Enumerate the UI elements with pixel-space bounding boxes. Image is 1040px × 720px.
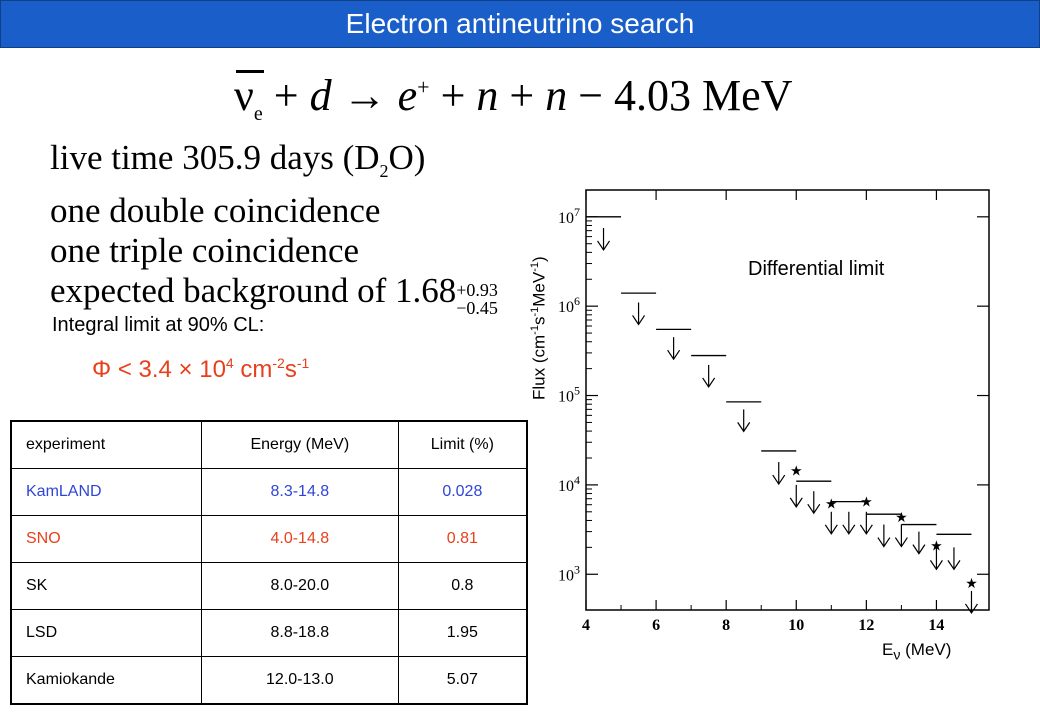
table-header: experiment — [10, 420, 202, 469]
table-cell: SK — [10, 562, 202, 610]
slide-title: Electron antineutrino search — [345, 8, 695, 39]
limit-arrow-head — [894, 537, 908, 548]
limit-arrow-head — [632, 315, 646, 326]
title-bar: Electron antineutrino search — [0, 0, 1040, 48]
y-tick-label: 107 — [558, 205, 580, 227]
live-time-line: live time 305.9 days (D2O) — [50, 138, 426, 181]
table-cell: 1.95 — [397, 609, 528, 657]
x-tick-label: 10 — [788, 617, 804, 634]
double-coincidence-line: one double coincidence — [50, 191, 381, 230]
y-tick-label: 103 — [558, 562, 580, 584]
limit-arrow-head — [772, 474, 786, 486]
limit-arrow-head — [912, 544, 926, 555]
integral-limit-value: Φ < 3.4 × 104 cm-2s-1 — [92, 355, 310, 383]
run-facts: live time 305.9 days (D2O) one double co… — [50, 138, 498, 317]
table-cell: SNO — [10, 515, 202, 563]
limit-arrow-head — [842, 524, 856, 535]
plus-sign: + — [509, 71, 535, 120]
experiment-star: ★ — [825, 496, 838, 512]
limit-arrow-head — [859, 524, 873, 535]
experiment-star: ★ — [930, 538, 943, 554]
limit-arrow-head — [964, 603, 978, 615]
background-line: expected background of 1.68 +0.93 −0.45 — [50, 271, 498, 318]
plus-sign: + — [273, 71, 299, 120]
limit-arrow-head — [877, 537, 891, 548]
limit-arrow-head — [929, 560, 943, 571]
table-cell: 8.3-14.8 — [201, 468, 399, 516]
limit-arrow-head — [789, 497, 803, 508]
x-tick-label: 4 — [582, 617, 590, 634]
experiment-star: ★ — [895, 510, 908, 526]
flux-limit-chart: 4 6 8 10 12 14 103 104 105 106 107 ★ ★ ★ ★ ★ ★ — [558, 189, 990, 634]
table-cell: 12.0-13.0 — [201, 656, 399, 705]
table-header-row: experiment Energy (MeV) Limit (%) — [10, 420, 528, 469]
neutron-symbol: n — [476, 71, 499, 120]
x-tick-label: 14 — [928, 617, 944, 634]
plus-sign: + — [440, 71, 466, 120]
table-cell: 8.8-18.8 — [201, 609, 399, 657]
limit-arrow-head — [807, 503, 821, 515]
q-value: − 4.03 MeV — [578, 71, 793, 120]
x-axis-label: Eν (MeV) — [882, 640, 952, 664]
limit-arrow-head — [824, 524, 838, 535]
y-tick-label: 104 — [558, 473, 580, 495]
table-cell: KamLAND — [10, 468, 202, 516]
plot-frame — [585, 189, 990, 611]
table-row: SK 8.0-20.0 0.8 — [10, 562, 528, 610]
table-row: LSD 8.8-18.8 1.95 — [10, 609, 528, 657]
differential-limit-label: Differential limit — [748, 258, 885, 280]
table-row: KamLAND 8.3-14.8 0.028 — [10, 468, 528, 516]
table-cell: 5.07 — [397, 656, 528, 705]
triple-coincidence-line: one triple coincidence — [50, 231, 360, 270]
integral-limit-label: Integral limit at 90% CL: — [52, 314, 265, 336]
reaction-arrow: → — [342, 71, 387, 120]
table-row: SNO 4.0-14.8 0.81 — [10, 515, 528, 563]
table-cell: 4.0-14.8 — [201, 515, 399, 563]
table-cell: LSD — [10, 609, 202, 657]
positron-symbol: e — [397, 71, 418, 120]
y-axis-label: Flux (cm-1s-1MeV-1) — [529, 256, 549, 400]
table-header: Limit (%) — [397, 420, 528, 469]
table-cell: 0.8 — [397, 562, 528, 610]
x-tick-label: 6 — [652, 617, 660, 634]
experiment-star: ★ — [790, 463, 803, 479]
limit-arrow-head — [737, 422, 751, 433]
table-row: Kamiokande 12.0-13.0 5.07 — [10, 656, 528, 705]
reaction-equation: νe + d → e+ + n + n − 4.03 MeV — [234, 70, 793, 125]
experiment-star: ★ — [860, 495, 873, 511]
limit-arrow-head — [667, 349, 681, 361]
table-cell: 0.028 — [397, 468, 528, 516]
table-cell: 8.0-20.0 — [201, 562, 399, 610]
x-tick-label: 12 — [858, 617, 874, 634]
table-cell: 0.81 — [397, 515, 528, 563]
y-tick-label: 105 — [558, 384, 580, 406]
limit-arrow-head — [947, 560, 961, 571]
deuteron-symbol: d — [309, 71, 332, 120]
table-header: Energy (MeV) — [201, 420, 399, 469]
neutron-symbol: n — [545, 71, 568, 120]
experiment-star: ★ — [965, 576, 978, 592]
y-tick-label: 106 — [558, 294, 580, 316]
antineutrino-symbol: νe — [234, 70, 264, 125]
x-tick-label: 8 — [722, 617, 730, 634]
limit-arrow-head — [597, 240, 611, 252]
table-cell: Kamiokande — [10, 656, 202, 705]
limit-arrow-head — [702, 377, 716, 389]
experiment-comparison-table: experiment Energy (MeV) Limit (%) KamLAN… — [10, 420, 528, 705]
